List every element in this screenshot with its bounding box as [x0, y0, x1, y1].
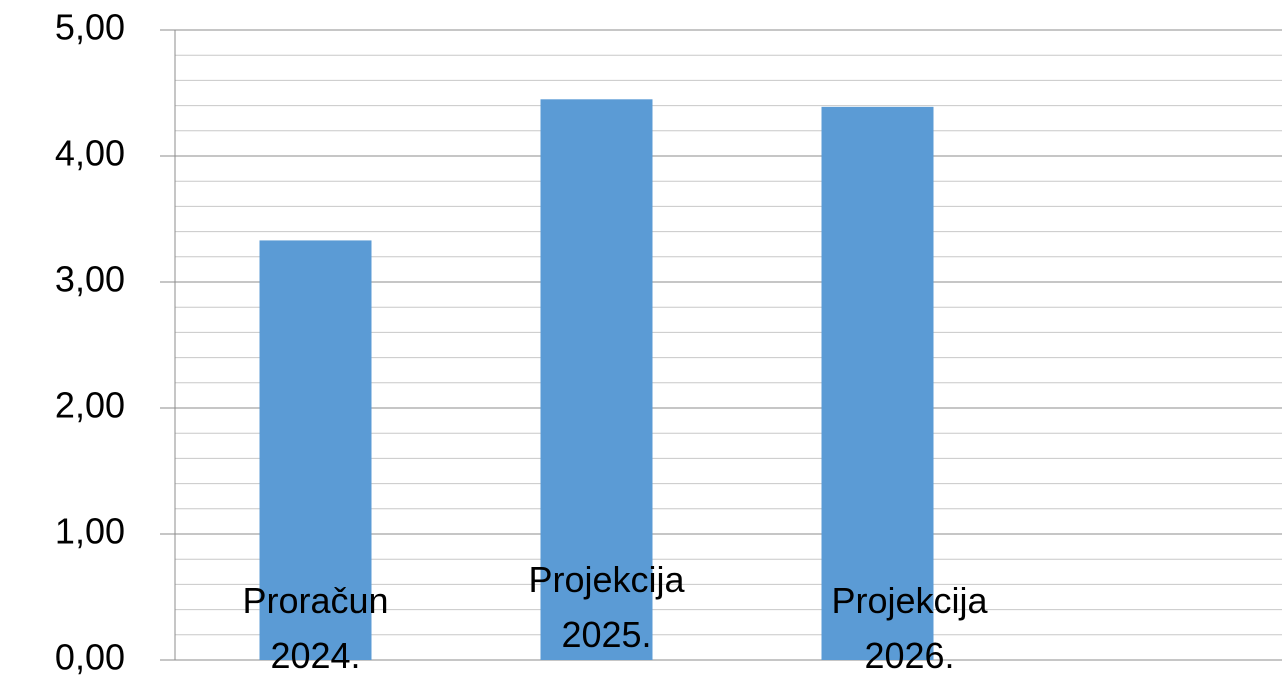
x-tick-label-line: 2025.	[561, 614, 651, 655]
bar	[259, 240, 372, 661]
y-tick-label: 1,00	[55, 511, 125, 552]
y-tick-label: 0,00	[55, 637, 125, 678]
bar	[540, 99, 653, 661]
x-tick-label: Projekcija 2025.	[528, 559, 685, 655]
x-tick-label-line: 2024.	[270, 635, 360, 676]
x-tick-label-line: Proračun	[242, 580, 388, 621]
x-tick-label-line: Projekcija	[528, 559, 685, 600]
y-tick-label: 4,00	[55, 133, 125, 174]
y-tick-label: 3,00	[55, 259, 125, 300]
y-tick-label: 2,00	[55, 385, 125, 426]
x-tick-label-line: 2026.	[864, 635, 954, 676]
bar	[821, 106, 934, 661]
x-tick-label: Proračun 2024.	[242, 580, 388, 676]
x-tick-label-line: Projekcija	[831, 580, 988, 621]
y-tick-label: 5,00	[55, 7, 125, 48]
x-tick-label: Projekcija 2026.	[831, 580, 988, 676]
